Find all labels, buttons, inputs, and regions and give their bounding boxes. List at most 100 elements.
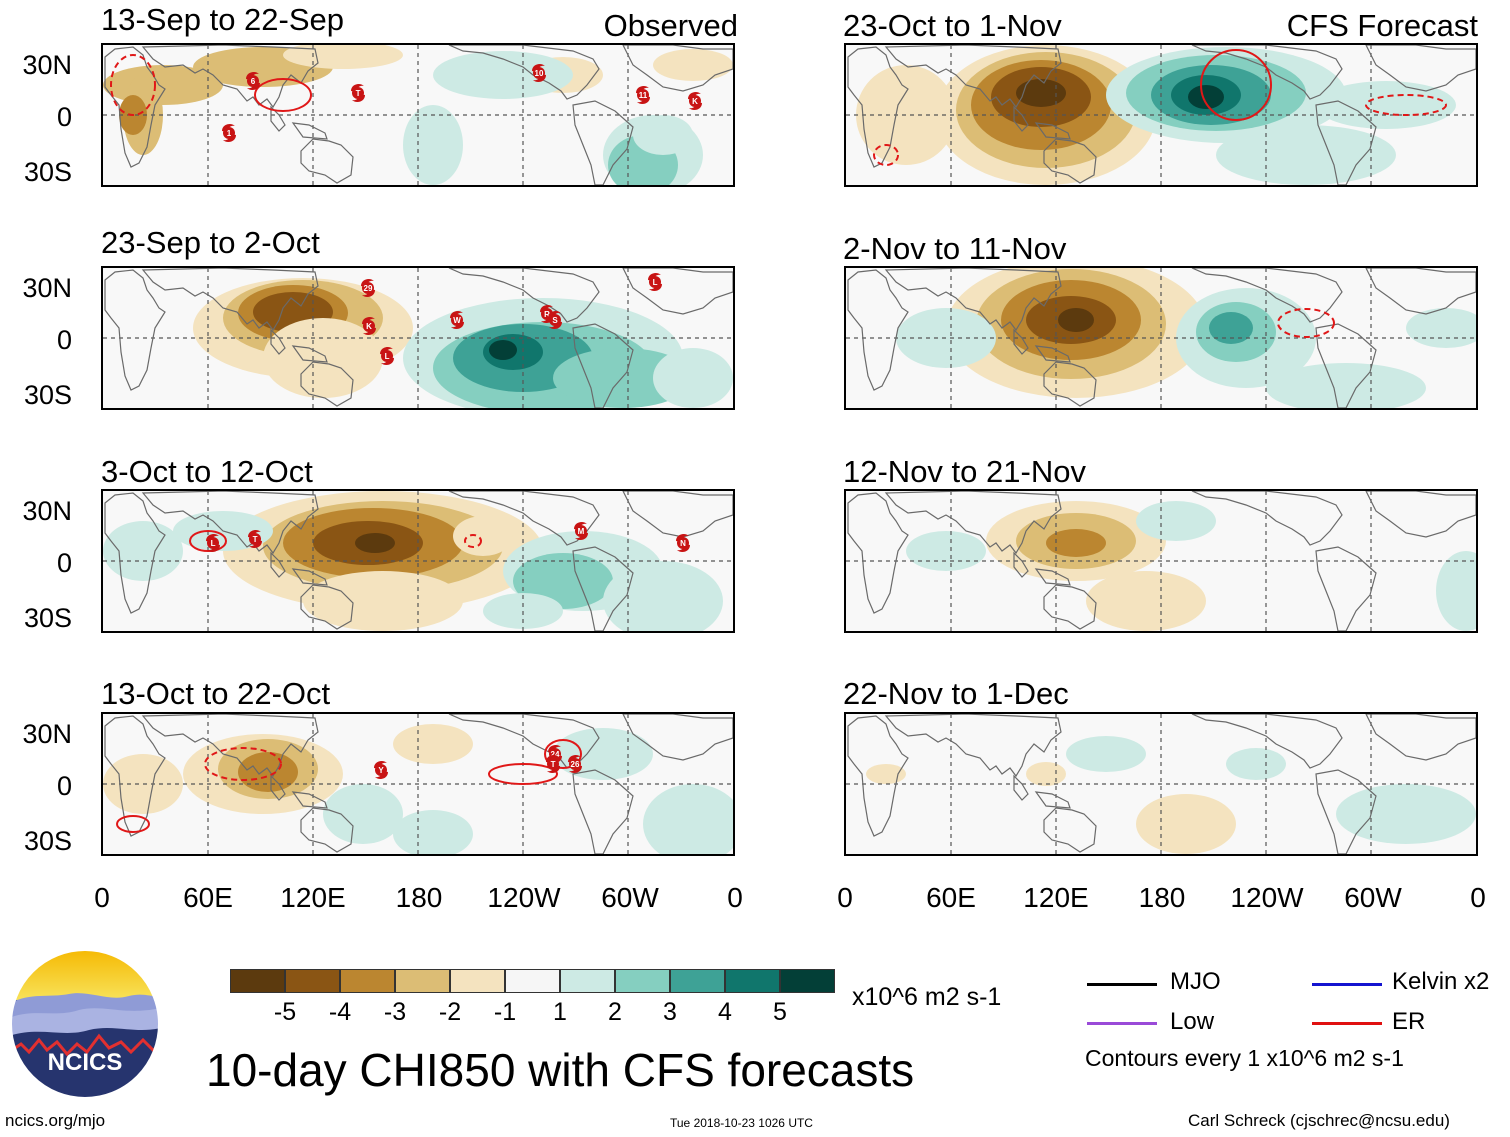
anomaly-contour-fill bbox=[1406, 308, 1476, 348]
storm-label: K bbox=[692, 97, 698, 106]
colorbar-tick-label: -4 bbox=[328, 998, 352, 1026]
colorbar-swatch bbox=[725, 969, 780, 993]
coastline bbox=[1043, 807, 1097, 853]
storm-label: T bbox=[253, 535, 258, 544]
colorbar-swatch bbox=[505, 969, 560, 993]
map-panel-forecast-3 bbox=[844, 489, 1478, 633]
storm-marker: S bbox=[548, 310, 562, 330]
coastline bbox=[884, 45, 1062, 109]
map-canvas bbox=[846, 491, 1476, 631]
map-panel-forecast-1 bbox=[844, 43, 1478, 187]
map-canvas bbox=[846, 714, 1476, 854]
lon-label: 180 bbox=[1138, 882, 1186, 913]
storm-label: T bbox=[356, 89, 361, 98]
coastline bbox=[1034, 568, 1071, 586]
anomaly-contour-fill bbox=[489, 340, 517, 360]
lat-label: 0 bbox=[56, 771, 72, 801]
coastline bbox=[448, 491, 600, 546]
coastline bbox=[141, 268, 319, 332]
anomaly-contour-fill bbox=[633, 115, 693, 155]
anomaly-contour-fill bbox=[393, 724, 473, 764]
lat-label: 0 bbox=[56, 102, 72, 132]
coastline bbox=[622, 491, 733, 538]
coastline bbox=[104, 715, 166, 837]
lat-label: 30N bbox=[22, 273, 72, 303]
anomaly-contour-fill bbox=[553, 728, 653, 780]
map-canvas bbox=[846, 45, 1476, 185]
map-panel-forecast-4 bbox=[844, 712, 1478, 856]
map-panel-observed-3: L T M N bbox=[101, 489, 735, 633]
anomaly-contour-fill bbox=[453, 516, 513, 556]
ncics-logo: NCICS bbox=[9, 948, 161, 1105]
lat-label: 30S bbox=[23, 826, 72, 856]
colorbar-swatch bbox=[450, 969, 505, 993]
map-canvas: Y 24T 26 bbox=[103, 714, 733, 854]
legend-label-low: Low bbox=[1170, 1008, 1215, 1035]
map-panel-observed-4: Y 24 T 26 bbox=[101, 712, 735, 856]
lat-label: 30S bbox=[23, 603, 72, 633]
coastline bbox=[622, 268, 733, 315]
coastline bbox=[847, 715, 909, 837]
anomaly-contour-fill bbox=[1209, 312, 1253, 344]
coastline bbox=[1365, 45, 1476, 92]
anomaly-contour-fill bbox=[1136, 501, 1216, 541]
storm-label: L bbox=[653, 278, 658, 287]
panel-title-5: 23-Oct to 1-Nov bbox=[843, 8, 1062, 43]
coastline bbox=[141, 714, 319, 778]
storm-marker: 26 bbox=[568, 754, 582, 774]
panel-title-2: 23-Sep to 2-Oct bbox=[101, 225, 320, 260]
lon-label: 120E bbox=[280, 882, 346, 913]
coastline bbox=[270, 551, 286, 578]
anomaly-contour-fill bbox=[323, 784, 403, 844]
coastline bbox=[104, 46, 166, 168]
storm-marker: 29 bbox=[361, 278, 375, 298]
colorbar-swatch bbox=[670, 969, 725, 993]
storm-marker: T bbox=[248, 529, 262, 549]
coastline bbox=[847, 492, 909, 614]
er-contour bbox=[254, 78, 312, 112]
panel-title-6: 2-Nov to 11-Nov bbox=[843, 231, 1067, 266]
map-panel-forecast-2 bbox=[844, 266, 1478, 410]
coastline bbox=[572, 100, 634, 185]
colorbar-tick-label: -5 bbox=[273, 998, 297, 1026]
map-canvas: L T M N bbox=[103, 491, 733, 631]
legend-label-er: ER bbox=[1392, 1008, 1426, 1035]
anomaly-contour-fill bbox=[1046, 529, 1106, 557]
lon-label: 60E bbox=[926, 882, 976, 913]
coastline bbox=[300, 361, 354, 407]
colorbar-tick-label: 3 bbox=[663, 998, 677, 1026]
colorbar-tick-label: -3 bbox=[383, 998, 407, 1026]
anomaly-contour-fill bbox=[238, 752, 298, 792]
figure-title: 10-day CHI850 with CFS forecasts bbox=[206, 1044, 915, 1096]
coastline bbox=[847, 269, 909, 391]
anomaly-contour-fill bbox=[355, 533, 395, 553]
storm-label: S bbox=[552, 316, 558, 325]
anomaly-contour-fill bbox=[643, 784, 733, 854]
coastline bbox=[1315, 546, 1377, 631]
footer-url[interactable]: ncics.org/mjo bbox=[5, 1111, 106, 1130]
coastline bbox=[1315, 323, 1377, 408]
storm-label: W bbox=[453, 316, 461, 325]
storm-marker: T bbox=[546, 754, 560, 774]
storm-label: 11 bbox=[639, 91, 648, 100]
storm-marker: 6 bbox=[246, 71, 260, 91]
forecast-label: CFS Forecast bbox=[1286, 8, 1478, 43]
legend-line-mjo bbox=[1087, 983, 1157, 986]
storm-label: 1 bbox=[227, 129, 232, 138]
coastline bbox=[141, 45, 319, 109]
contour-note: Contours every 1 x10^6 m2 s-1 bbox=[1085, 1045, 1404, 1071]
anomaly-contour-fill bbox=[103, 521, 183, 581]
colorbar-swatch bbox=[285, 969, 340, 993]
coastline bbox=[1043, 138, 1097, 184]
lon-label: 0 bbox=[94, 882, 110, 913]
coastline bbox=[1034, 791, 1071, 809]
colorbar-swatch bbox=[615, 969, 670, 993]
coastline bbox=[1034, 345, 1071, 363]
er-contour bbox=[544, 739, 582, 769]
coastline bbox=[572, 546, 634, 631]
anomaly-contour-fill bbox=[1058, 308, 1094, 332]
anomaly-contour-fill bbox=[603, 561, 723, 631]
lat-label: 30S bbox=[23, 157, 72, 187]
coastline bbox=[291, 345, 328, 363]
storm-label: M bbox=[578, 527, 585, 536]
